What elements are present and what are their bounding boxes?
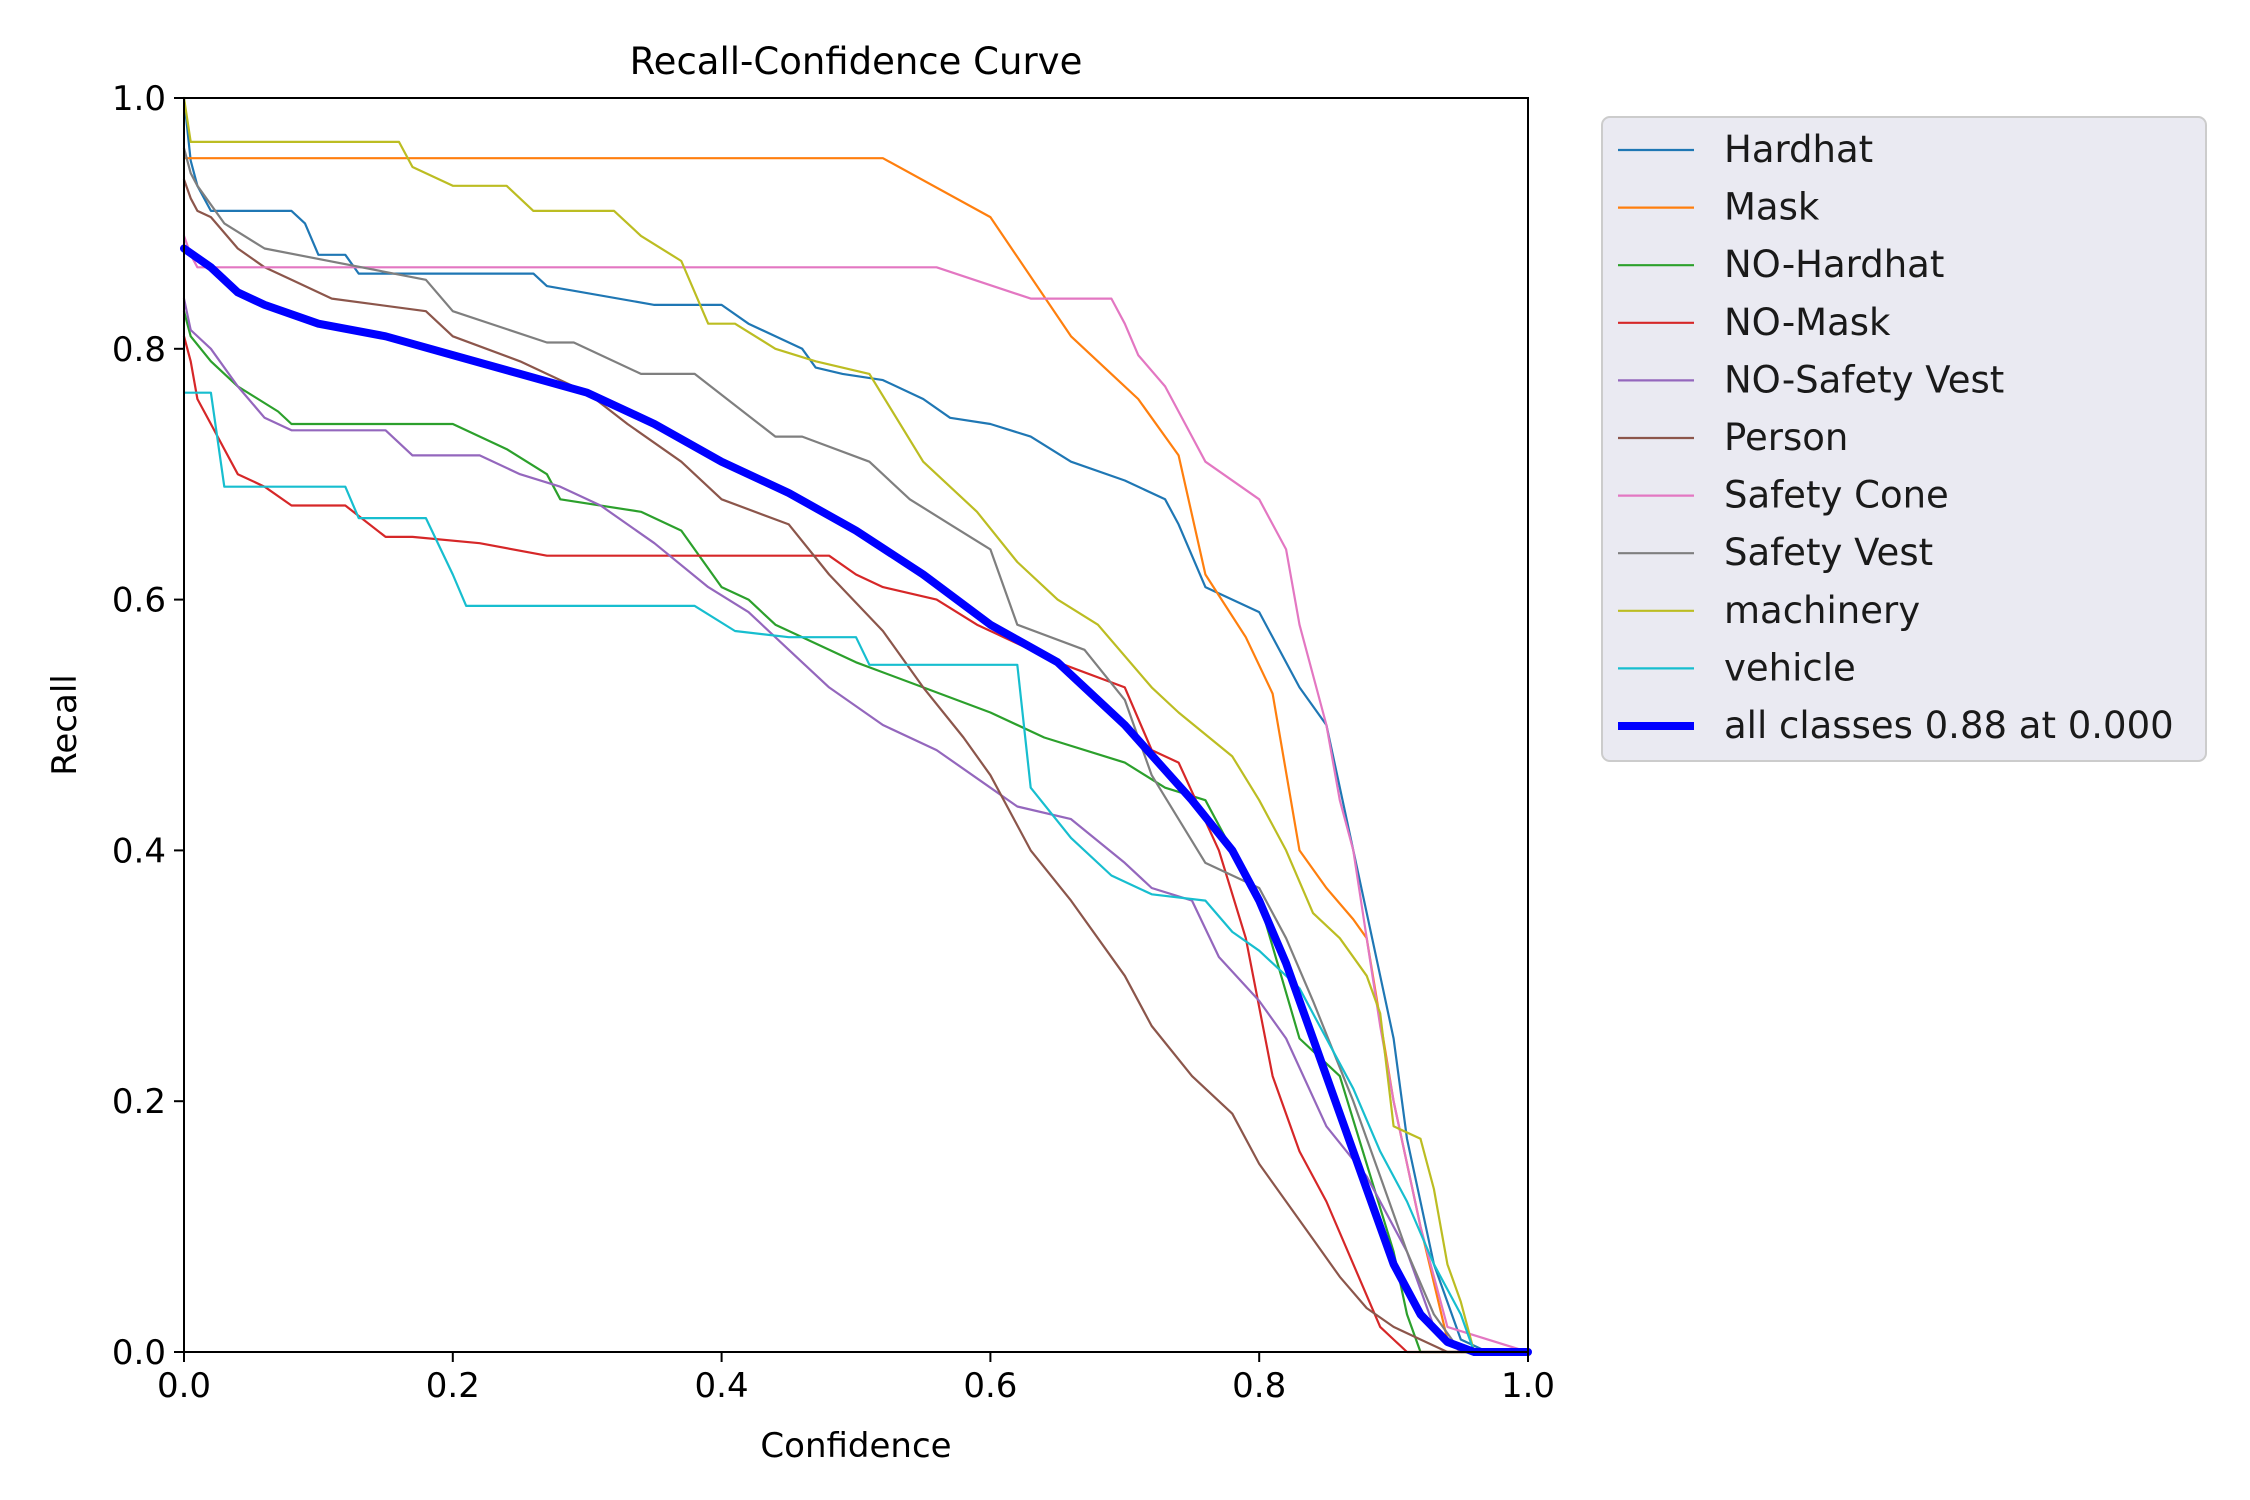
- y-axis-label: Recall: [45, 674, 85, 775]
- series-line-6: [182, 234, 1530, 1354]
- x-tick-label: 1.0: [1501, 1366, 1555, 1406]
- legend-label-5: Person: [1724, 416, 1848, 459]
- y-tick-label: 0.8: [112, 330, 166, 370]
- y-tick-label: 0.0: [112, 1333, 166, 1373]
- legend-box: [1601, 116, 2207, 762]
- y-axis-ticks: 0.0 0.2 0.4 0.6 0.8 1.0: [112, 79, 184, 1373]
- legend: Hardhat Mask NO-Hardhat NO-Mask NO-Safety Ve…: [1601, 116, 2207, 762]
- y-tick-label: 1.0: [112, 79, 166, 119]
- legend-label-9: vehicle: [1724, 646, 1856, 689]
- legend-label-10: all classes 0.88 at 0.000: [1724, 704, 2174, 747]
- y-tick-label: 0.2: [112, 1082, 166, 1122]
- series-line-7: [182, 147, 1530, 1354]
- x-axis-ticks: 0.0 0.2 0.4 0.6 0.8 1.0: [157, 1352, 1555, 1406]
- y-tick-label: 0.6: [112, 581, 166, 621]
- series-line-0: [182, 96, 1530, 1354]
- series-line-3: [182, 335, 1530, 1354]
- legend-label-8: machinery: [1724, 589, 1920, 632]
- legend-label-2: NO-Hardhat: [1724, 243, 1944, 286]
- series-line-5: [182, 178, 1530, 1354]
- series-line-10: [180, 244, 1532, 1356]
- series-line-2: [182, 310, 1530, 1354]
- legend-label-6: Safety Cone: [1724, 474, 1949, 517]
- legend-label-4: NO-Safety Vest: [1724, 358, 2004, 401]
- legend-label-1: Mask: [1724, 186, 1820, 229]
- x-tick-label: 0.4: [695, 1366, 749, 1406]
- chart-title: Recall-Confidence Curve: [630, 40, 1083, 83]
- series-line-8: [182, 96, 1530, 1354]
- x-tick-label: 0.6: [963, 1366, 1017, 1406]
- x-tick-label: 0.8: [1232, 1366, 1286, 1406]
- plot-frame: [183, 97, 1529, 1353]
- y-tick-label: 0.4: [112, 831, 166, 871]
- x-tick-label: 0.0: [157, 1366, 211, 1406]
- legend-label-0: Hardhat: [1724, 128, 1873, 171]
- series-line-9: [182, 391, 1530, 1354]
- series-line-4: [182, 297, 1530, 1354]
- x-tick-label: 0.2: [426, 1366, 480, 1406]
- legend-label-7: Safety Vest: [1724, 531, 1933, 574]
- legend-label-3: NO-Mask: [1724, 301, 1891, 344]
- plot-lines: [180, 96, 1532, 1356]
- x-axis-label: Confidence: [760, 1426, 951, 1466]
